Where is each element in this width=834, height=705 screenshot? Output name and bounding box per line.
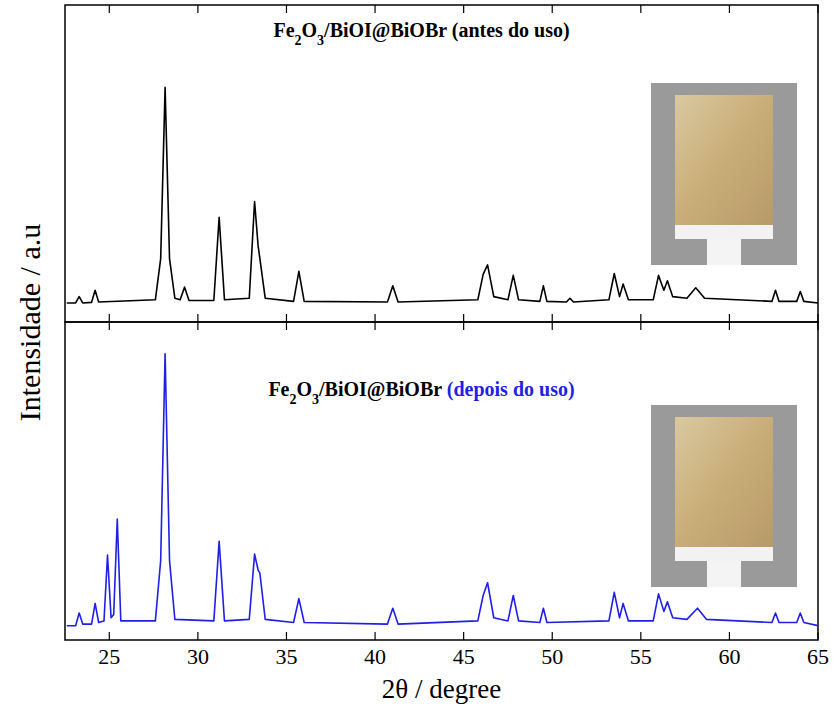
series-group (67, 87, 818, 303)
x-tick-top (109, 5, 110, 13)
chart: Fe2O3/BiOI@BiOBr (antes do uso)Intensida… (0, 0, 834, 705)
x-tick (197, 314, 198, 322)
panel-title: Fe2O3/BiOI@BiOBr (antes do uso) (273, 19, 569, 48)
x-tick-label: 40 (364, 644, 386, 669)
x-tick-label: 45 (453, 644, 475, 669)
x-tick-label: 30 (187, 644, 209, 669)
subscript: 3 (312, 392, 319, 407)
text-part: Fe (273, 19, 294, 41)
x-tick (729, 632, 730, 640)
text-part: Fe (268, 378, 289, 400)
x-tick-top (552, 5, 553, 13)
x-tick (374, 632, 375, 640)
x-tick (109, 632, 110, 640)
x-tick-label: 50 (541, 644, 563, 669)
x-tick-top (817, 5, 818, 13)
x-tick-label: 55 (630, 644, 652, 669)
xrd-line (67, 87, 818, 303)
x-tick-top (197, 5, 198, 13)
x-tick-top (286, 5, 287, 13)
x-tick (640, 632, 641, 640)
text-part: /BiOI@BiOBr (antes do uso) (323, 19, 570, 42)
text-part: O (302, 19, 318, 41)
x-tick (552, 314, 553, 322)
photo-electrode (675, 417, 773, 547)
x-tick (374, 314, 375, 322)
x-tick-top (109, 322, 110, 330)
text-part: /BiOI@BiOBr (318, 378, 442, 401)
subscript: 2 (290, 392, 297, 407)
x-tick (552, 632, 553, 640)
x-tick-top (463, 5, 464, 13)
photo-background (651, 405, 797, 587)
x-tick (286, 632, 287, 640)
plot-frame (65, 322, 818, 640)
subscript: 2 (295, 33, 302, 48)
x-tick (109, 314, 110, 322)
panel-title: Fe2O3/BiOI@BiOBr (depois do uso) (268, 378, 574, 407)
subscript: 3 (317, 33, 324, 48)
x-tick (197, 632, 198, 640)
x-tick-top (374, 322, 375, 330)
photo-connector (707, 239, 741, 265)
x-tick-top (729, 5, 730, 13)
photo-tape (675, 547, 773, 561)
text-part: (depois do uso) (442, 378, 575, 401)
x-tick (817, 314, 818, 322)
photo-background (651, 83, 797, 265)
series-group (67, 354, 818, 626)
x-tick (286, 314, 287, 322)
plot-frame (65, 5, 818, 322)
x-tick-top (374, 5, 375, 13)
x-tick-label: 60 (718, 644, 740, 669)
x-tick (729, 314, 730, 322)
xrd-line (67, 354, 818, 626)
x-tick-top (197, 322, 198, 330)
x-tick-top (729, 322, 730, 330)
x-tick-top (286, 322, 287, 330)
photo-tape (675, 225, 773, 239)
x-tick-label: 25 (98, 644, 120, 669)
x-tick (463, 314, 464, 322)
x-tick-label: 35 (275, 644, 297, 669)
x-tick-top (817, 322, 818, 330)
photo-connector (707, 561, 741, 587)
x-tick-top (463, 322, 464, 330)
x-tick-top (552, 322, 553, 330)
x-tick (463, 632, 464, 640)
x-tick-label: 65 (807, 644, 829, 669)
x-axis-title: 2θ / degree (382, 674, 501, 704)
x-tick (640, 314, 641, 322)
x-tick-top (640, 5, 641, 13)
x-tick-top (640, 322, 641, 330)
x-tick (817, 632, 818, 640)
y-axis-title: Intensidade / a.u (13, 224, 46, 421)
photo-electrode (675, 95, 773, 225)
text-part: O (297, 378, 313, 400)
